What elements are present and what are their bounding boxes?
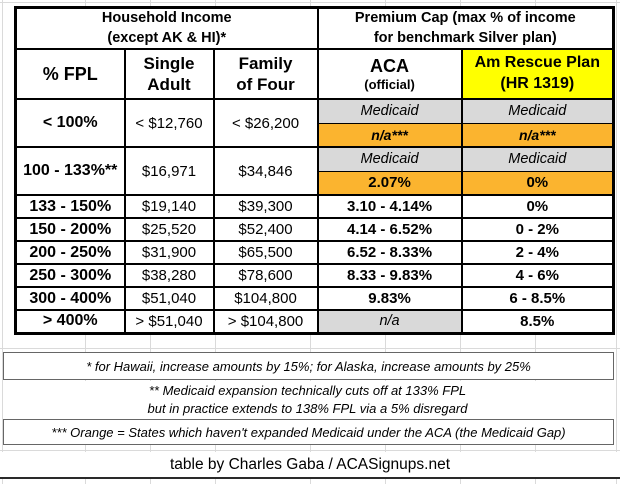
gridline-h [0, 2, 620, 3]
fpl-cell: 200 - 250% [14, 240, 126, 266]
aca-cap-cell: 6.52 - 8.33% [316, 240, 463, 266]
single-adult-cell: $25,520 [123, 217, 215, 243]
household-income-title: Household Income [101, 10, 232, 26]
single-adult-cell: $51,040 [123, 286, 215, 312]
table-row-under-100: < 100% < $12,760 < $26,200 Medicaid Medi… [14, 98, 615, 149]
table-row-over-400: > 400% > $51,040 > $104,800 n/a 8.5% [14, 309, 615, 335]
arp-medicaid-cell: Medicaid [460, 98, 615, 124]
single-adult-cell: > $51,040 [123, 309, 215, 335]
column-header-row: % FPL Single Adult Family of Four ACA (o… [14, 48, 615, 101]
gridline-h [0, 348, 620, 349]
family-of-four-cell: $78,600 [212, 263, 319, 289]
family-of-four-cell: $104,800 [212, 286, 319, 312]
arp-cap-cell: 0% [460, 170, 615, 197]
premium-cap-title: Premium Cap (max % of income [354, 10, 576, 26]
household-income-subtitle: (except AK & HI)* [107, 29, 227, 46]
aca-cap-cell: 3.10 - 4.14% [316, 194, 463, 220]
aca-cap-cell: 2.07% [316, 170, 463, 197]
single-adult-cell: $31,900 [123, 240, 215, 266]
premium-cap-subtitle: for benchmark Silver plan) [373, 29, 557, 46]
col-header-family-of-four: Family of Four [212, 48, 319, 101]
aca-cap-cell: 4.14 - 6.52% [316, 217, 463, 243]
footnote-medicaid-line2: but in practice extends to 138% FPL via … [147, 401, 468, 416]
table-row-100-133: 100 - 133%** $16,971 $34,846 Medicaid Me… [14, 146, 615, 197]
arp-cap-cell: 8.5% [460, 309, 615, 335]
table-row-200-250: 200 - 250% $31,900 $65,500 6.52 - 8.33% … [14, 240, 615, 266]
fpl-cell: < 100% [14, 98, 126, 149]
footnote-medicaid-expansion: ** Medicaid expansion technically cuts o… [3, 381, 612, 419]
gridline-v [2, 0, 3, 484]
family-of-four-cell: > $104,800 [212, 309, 319, 335]
col-header-am-rescue-plan: Am Rescue Plan (HR 1319) [460, 48, 615, 101]
gridline-v [616, 0, 617, 484]
fpl-cell: 150 - 200% [14, 217, 126, 243]
fpl-cell: 133 - 150% [14, 194, 126, 220]
family-of-four-cell: $39,300 [212, 194, 319, 220]
col-header-fpl: % FPL [14, 48, 126, 101]
fpl-cell: 100 - 133%** [14, 146, 126, 197]
household-income-group-header: Household Income (except AK & HI)* [14, 6, 319, 51]
single-adult-cell: $38,280 [123, 263, 215, 289]
table-row-250-300: 250 - 300% $38,280 $78,600 8.33 - 9.83% … [14, 263, 615, 289]
arp-cap-cell: 6 - 8.5% [460, 286, 615, 312]
footnote-orange-medicaid-gap: *** Orange = States which haven't expand… [3, 419, 614, 445]
table-row-150-200: 150 - 200% $25,520 $52,400 4.14 - 6.52% … [14, 217, 615, 243]
table-row-300-400: 300 - 400% $51,040 $104,800 9.83% 6 - 8.… [14, 286, 615, 312]
aca-medicaid-cell: Medicaid [316, 98, 463, 124]
fpl-cell: 250 - 300% [14, 263, 126, 289]
premium-cap-group-header: Premium Cap (max % of income for benchma… [316, 6, 615, 51]
family-of-four-cell: < $26,200 [212, 98, 319, 149]
family-of-four-cell: $65,500 [212, 240, 319, 266]
single-adult-cell: $19,140 [123, 194, 215, 220]
table-row-under-100-gap: n/a*** n/a*** [16, 122, 615, 149]
table-row-100-133-cap: 2.07% 0% [16, 170, 615, 197]
single-adult-cell: $16,971 [123, 146, 215, 197]
arp-cap-cell: 0% [460, 194, 615, 220]
fpl-cell: > 400% [14, 309, 126, 335]
group-header-row: Household Income (except AK & HI)* Premi… [14, 6, 615, 51]
family-of-four-cell: $34,846 [212, 146, 319, 197]
aca-cap-cell: 8.33 - 9.83% [316, 263, 463, 289]
aca-na-cell: n/a*** [316, 122, 463, 149]
fpl-cell: 300 - 400% [14, 286, 126, 312]
family-of-four-cell: $52,400 [212, 217, 319, 243]
footnote-medicaid-line1: ** Medicaid expansion technically cuts o… [148, 383, 467, 398]
arp-na-cell: n/a*** [460, 122, 615, 149]
aca-medicaid-cell: Medicaid [316, 146, 463, 172]
arp-cap-cell: 0 - 2% [460, 217, 615, 243]
aca-na-cell: n/a [316, 309, 463, 335]
arp-cap-cell: 4 - 6% [460, 263, 615, 289]
arp-cap-cell: 2 - 4% [460, 240, 615, 266]
table-row-133-150: 133 - 150% $19,140 $39,300 3.10 - 4.14% … [14, 194, 615, 220]
attribution-line: table by Charles Gaba / ACASignups.net [0, 452, 620, 477]
income-premium-cap-table: Household Income (except AK & HI)* Premi… [14, 6, 616, 335]
gridline-h [0, 450, 620, 451]
footnote-hawaii-alaska: * for Hawaii, increase amounts by 15%; f… [3, 352, 614, 380]
aca-cap-cell: 9.83% [316, 286, 463, 312]
bottom-rule [0, 477, 620, 479]
col-header-aca: ACA (official) [316, 48, 463, 101]
arp-medicaid-cell: Medicaid [460, 146, 615, 172]
single-adult-cell: < $12,760 [123, 98, 215, 149]
col-header-single-adult: Single Adult [123, 48, 215, 101]
